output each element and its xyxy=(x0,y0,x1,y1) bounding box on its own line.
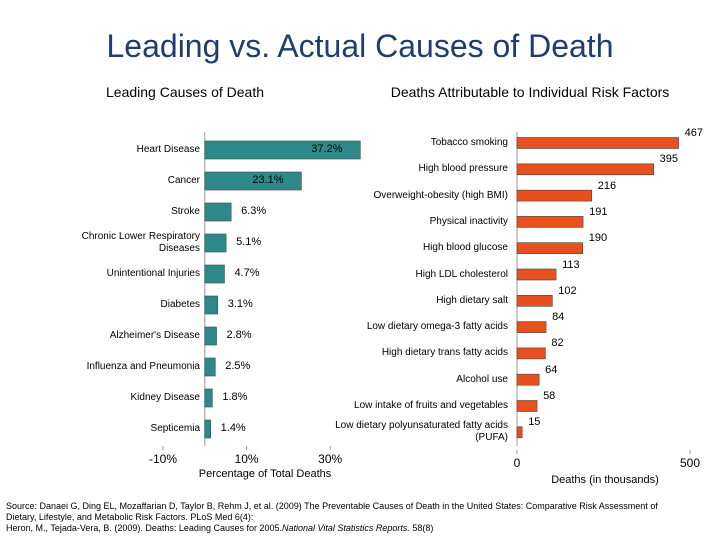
x-tick-label: -10% xyxy=(148,452,177,466)
source-text: Source: Danaei G, Ding EL, Mozaffarian D… xyxy=(6,501,658,522)
value-label: 1.8% xyxy=(222,391,248,403)
value-label: 2.5% xyxy=(225,360,251,372)
value-label: 102 xyxy=(558,284,577,297)
value-label: 467 xyxy=(684,127,703,139)
value-label: 3.1% xyxy=(227,298,253,310)
source-journal: National Vital Statistics Reports. xyxy=(282,523,410,533)
bar xyxy=(516,400,538,412)
bar xyxy=(516,163,654,176)
category-label: Overweight-obesity (high BMI) xyxy=(373,189,509,201)
bar xyxy=(516,347,546,360)
bar xyxy=(516,268,557,281)
category-label: Low intake of fruits and vegetables xyxy=(354,400,508,411)
x-axis-title: Percentage of Total Deaths xyxy=(198,468,332,480)
source-text: 58(8) xyxy=(409,523,434,533)
value-label: 84 xyxy=(552,311,565,324)
category-label: Septicemia xyxy=(150,423,200,434)
value-label: 5.1% xyxy=(236,236,262,248)
value-label: 190 xyxy=(588,232,608,245)
bar xyxy=(204,388,213,408)
source-note: Source: Danaei G, Ding EL, Mozaffarian D… xyxy=(6,501,686,534)
category-label: Influenza and Pneumonia xyxy=(86,361,200,372)
category-label: Alzheimer's Disease xyxy=(109,330,200,341)
bar xyxy=(204,295,219,315)
source-text: Heron, M., Tejada-Vera, B. (2009). Death… xyxy=(6,523,282,533)
bar xyxy=(516,373,540,386)
value-label: 113 xyxy=(562,258,580,271)
x-tick-label: 500 xyxy=(679,456,701,470)
category-label: Physical inactivity xyxy=(429,215,508,227)
category-label: Chronic Lower Respiratory Diseases xyxy=(81,231,200,254)
category-label: Stroke xyxy=(171,206,200,217)
category-label: Cancer xyxy=(167,175,200,186)
category-label: Diabetes xyxy=(160,299,200,310)
chart-subtitle: Deaths Attributable to Individual Risk F… xyxy=(390,84,670,100)
bar xyxy=(516,137,679,149)
value-label: 2.8% xyxy=(226,329,252,341)
category-label: Low dietary polyunsaturated fatty acids … xyxy=(335,420,508,444)
bar xyxy=(204,264,225,284)
category-label: Alcohol use xyxy=(456,373,508,385)
value-label: 1.4% xyxy=(220,422,246,434)
category-label: Unintentional Injuries xyxy=(106,268,200,279)
value-label: 37.2% xyxy=(311,143,343,155)
bar xyxy=(516,321,547,333)
bar xyxy=(204,419,211,439)
category-label: High LDL cholesterol xyxy=(415,268,508,280)
category-label: Heart Disease xyxy=(136,144,200,155)
category-label: Kidney Disease xyxy=(130,392,200,403)
x-axis-title: Deaths (in thousands) xyxy=(551,474,659,486)
x-tick-label: 10% xyxy=(234,452,259,466)
value-label: 64 xyxy=(545,363,558,376)
category-label: Tobacco smoking xyxy=(430,137,508,148)
bar xyxy=(204,140,361,160)
category-label: High blood pressure xyxy=(418,163,509,175)
value-label: 58 xyxy=(543,390,556,402)
category-label: High dietary salt xyxy=(436,294,508,306)
x-tick-label: 30% xyxy=(318,452,343,466)
value-label: 191 xyxy=(589,205,608,218)
bar xyxy=(204,357,216,377)
category-label: Low dietary omega-3 fatty acids xyxy=(366,321,508,333)
value-label: 15 xyxy=(528,416,541,429)
bar xyxy=(516,242,584,254)
bar xyxy=(516,216,584,228)
bar xyxy=(516,189,593,202)
bar xyxy=(516,294,553,307)
slide-title: Leading vs. Actual Causes of Death xyxy=(106,28,614,64)
bar xyxy=(204,171,302,191)
value-label: 4.7% xyxy=(234,267,260,279)
chart-subtitle: Leading Causes of Death xyxy=(106,84,264,100)
value-label: 395 xyxy=(659,153,679,166)
category-label: High dietary trans fatty acids xyxy=(381,347,508,359)
category-label: High blood glucose xyxy=(422,242,508,254)
x-tick-label: 0 xyxy=(513,456,521,470)
value-label: 82 xyxy=(551,337,564,350)
value-label: 23.1% xyxy=(252,174,284,186)
value-label: 216 xyxy=(597,179,617,192)
value-label: 6.3% xyxy=(241,205,267,217)
bar xyxy=(204,202,232,222)
bar xyxy=(204,233,227,253)
bar xyxy=(516,426,523,439)
bar xyxy=(204,326,217,346)
